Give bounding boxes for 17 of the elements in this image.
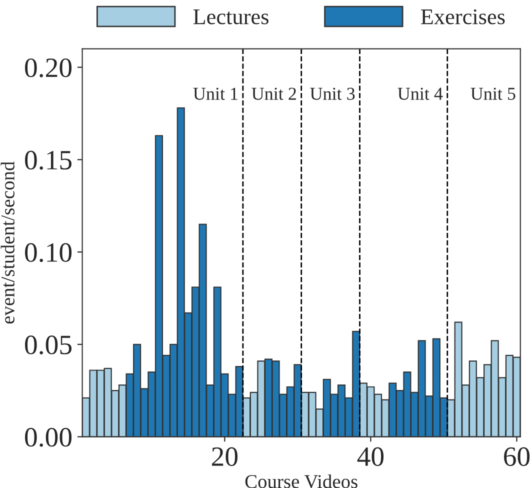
legend-label: Exercises — [420, 9, 505, 24]
annotation: Unit 5 — [470, 88, 516, 100]
y-tick-label: 0.00 — [25, 428, 72, 447]
legend-label: Lectures — [193, 10, 268, 24]
y-tick-label: 0.15 — [25, 150, 72, 170]
y-tick-label: 0.05 — [25, 336, 72, 354]
annotation: Unit 2 — [252, 88, 296, 100]
y-tick-label: 0.10 — [25, 243, 72, 262]
x-tick-label: 20 — [212, 447, 238, 466]
y-axis-title: event/student/second — [0, 161, 14, 324]
x-tick-label: 60 — [504, 447, 530, 466]
annotation: Unit 1 — [193, 88, 238, 100]
x-tick-label: 40 — [357, 447, 384, 466]
annotation: Unit 4 — [398, 88, 443, 100]
x-axis-title: Course Videos — [245, 474, 358, 488]
annotation: Unit 3 — [310, 88, 355, 100]
y-tick-label: 0.20 — [25, 58, 72, 78]
